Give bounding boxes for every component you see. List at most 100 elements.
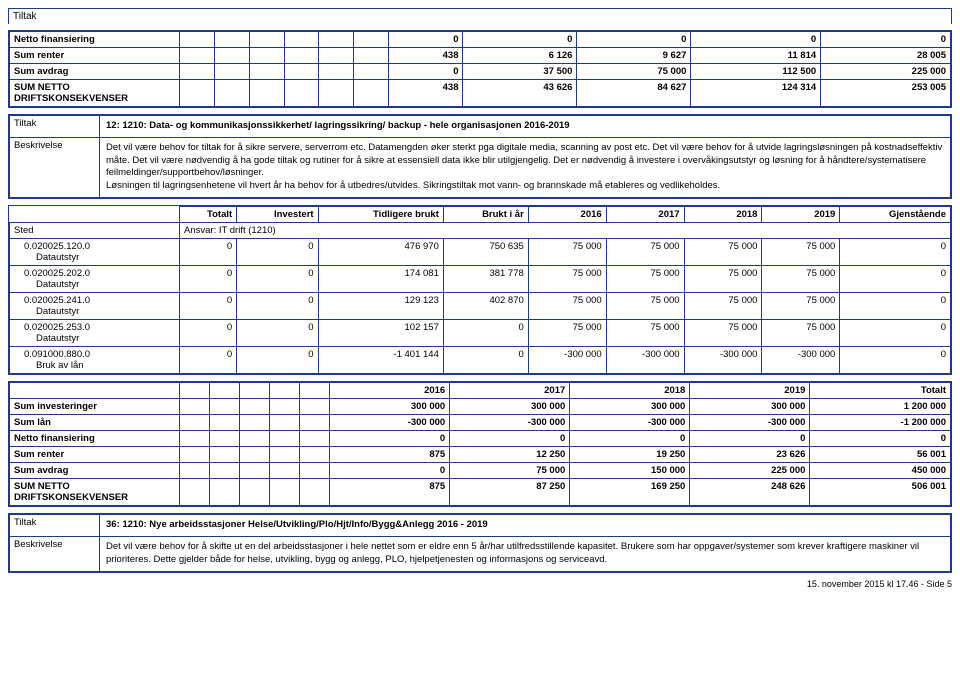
row-label: Sum renter	[10, 447, 180, 463]
cell: 75 000	[606, 320, 684, 347]
col-header: Investert	[237, 207, 318, 223]
tiltak-beskrivelse: Det vil være behov for tiltak for å sikr…	[100, 137, 951, 197]
cell: 56 001	[810, 447, 951, 463]
col-header: 2017	[450, 383, 570, 399]
cell: 0	[570, 431, 690, 447]
cell: -300 000	[606, 347, 684, 374]
cell: 37 500	[463, 64, 577, 80]
cell: 225 000	[690, 463, 810, 479]
cell: 402 870	[443, 293, 528, 320]
row-label: Netto finansiering	[10, 431, 180, 447]
cell: 506 001	[810, 479, 951, 506]
cell: -300 000	[528, 347, 606, 374]
cell: 0	[389, 64, 463, 80]
cell: 75 000	[606, 266, 684, 293]
label-tiltak: Tiltak	[10, 116, 100, 138]
cell: 0	[180, 347, 237, 374]
cell: 0	[463, 32, 577, 48]
cell: 248 626	[690, 479, 810, 506]
cell: 225 000	[821, 64, 951, 80]
col-header: 2017	[606, 207, 684, 223]
cell: 0	[180, 320, 237, 347]
cell: 28 005	[821, 48, 951, 64]
cell: 75 000	[528, 239, 606, 266]
cell: 381 778	[443, 266, 528, 293]
label-beskrivelse: Beskrivelse	[10, 137, 100, 197]
cell: 0	[237, 266, 318, 293]
cell: 129 123	[318, 293, 443, 320]
cell: 0	[691, 32, 821, 48]
cell: -300 000	[450, 415, 570, 431]
cell: 75 000	[528, 293, 606, 320]
row-label: Sum investeringer	[10, 399, 180, 415]
cell: 124 314	[691, 80, 821, 107]
cell: 0	[577, 32, 691, 48]
col-header: 2016	[528, 207, 606, 223]
cell: 75 000	[762, 293, 840, 320]
sted-label: Sted	[10, 223, 180, 239]
col-header: Tidligere brukt	[318, 207, 443, 223]
cell: 300 000	[690, 399, 810, 415]
cell: -300 000	[570, 415, 690, 431]
cell: -300 000	[690, 415, 810, 431]
cell: 75 000	[762, 320, 840, 347]
cell: 875	[330, 447, 450, 463]
cell: 75 000	[684, 266, 762, 293]
cell: 75 000	[762, 266, 840, 293]
cell: 1 200 000	[810, 399, 951, 415]
cell: 0	[840, 320, 951, 347]
row-label: Sum renter	[10, 48, 180, 64]
row-label: Sum avdrag	[10, 64, 180, 80]
account-code: 0.020025.120.0Datautstyr	[10, 239, 180, 266]
label-tiltak: Tiltak	[10, 515, 100, 537]
col-header: Gjenstående	[840, 207, 951, 223]
cell: 0	[443, 320, 528, 347]
cell: 75 000	[684, 239, 762, 266]
cell: 0	[180, 293, 237, 320]
cell: 0	[389, 32, 463, 48]
cell: 174 081	[318, 266, 443, 293]
cell: 75 000	[528, 266, 606, 293]
col-header: 2018	[570, 383, 690, 399]
cell: 75 000	[684, 293, 762, 320]
cell: 0	[840, 293, 951, 320]
col-header: 2018	[684, 207, 762, 223]
cell: 300 000	[570, 399, 690, 415]
cell: 12 250	[450, 447, 570, 463]
cell: 438	[389, 80, 463, 107]
cell: 102 157	[318, 320, 443, 347]
row-label: SUM NETTO DRIFTSKONSEKVENSER	[10, 479, 180, 506]
cell: 9 627	[577, 48, 691, 64]
cell: 875	[330, 479, 450, 506]
cell: 0	[450, 431, 570, 447]
row-label: Netto finansiering	[10, 32, 180, 48]
cell: 75 000	[606, 239, 684, 266]
cell: -300 000	[684, 347, 762, 374]
cell: 75 000	[684, 320, 762, 347]
cell: 23 626	[690, 447, 810, 463]
tiltak-desc-3: Tiltak 36: 1210: Nye arbeidsstasjoner He…	[9, 514, 951, 571]
account-code: 0.091000.880.0Bruk av lån	[10, 347, 180, 374]
cell: 438	[389, 48, 463, 64]
cell: 0	[810, 431, 951, 447]
cell: 75 000	[450, 463, 570, 479]
cell: 84 627	[577, 80, 691, 107]
cell: 0	[840, 347, 951, 374]
summary-table-3: 2016201720182019Totalt Sum investeringer…	[9, 382, 951, 506]
cell: 0	[443, 347, 528, 374]
tiltak-desc-2: Tiltak 12: 1210: Data- og kommunikasjons…	[9, 115, 951, 198]
col-header: 2019	[762, 207, 840, 223]
cell: 0	[330, 463, 450, 479]
col-header: 2016	[330, 383, 450, 399]
row-label: SUM NETTO DRIFTSKONSEKVENSER	[10, 80, 180, 107]
cell: 0	[180, 239, 237, 266]
cell: 0	[690, 431, 810, 447]
col-header: Totalt	[810, 383, 951, 399]
col-header	[10, 207, 180, 223]
col-header: Totalt	[180, 207, 237, 223]
cell: 0	[237, 320, 318, 347]
account-code: 0.020025.241.0Datautstyr	[10, 293, 180, 320]
cell: 0	[180, 266, 237, 293]
page-title: Tiltak	[9, 9, 951, 24]
cell: -300 000	[762, 347, 840, 374]
